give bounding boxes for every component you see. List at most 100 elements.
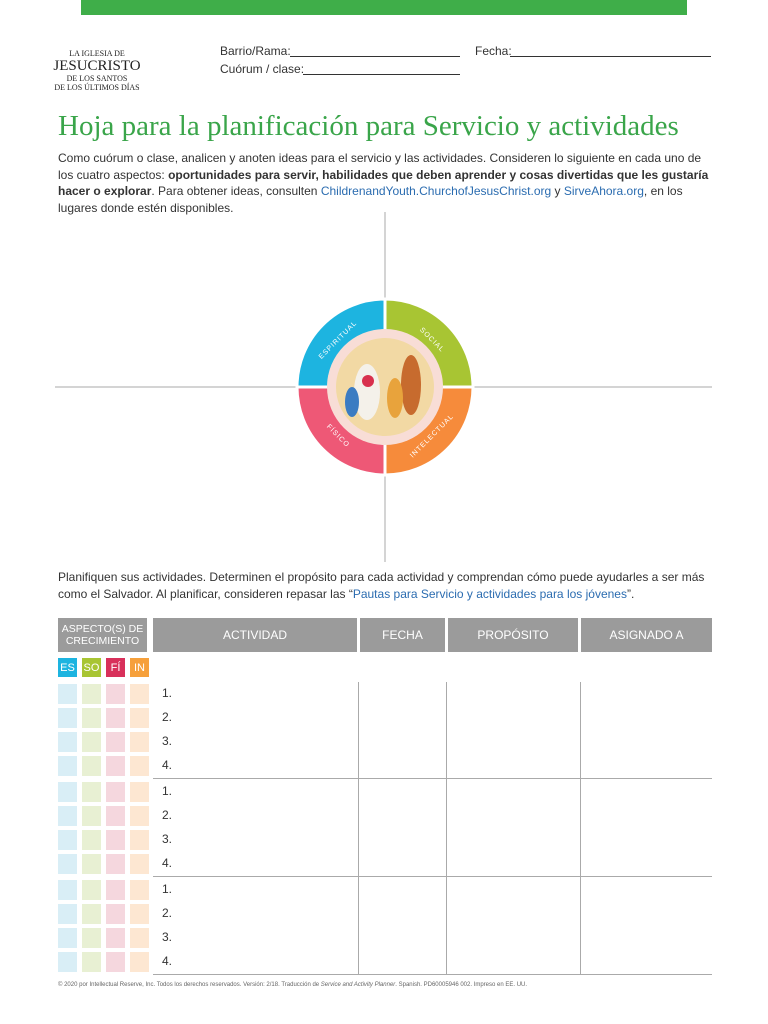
text-segment: ChildrenandYouth.ChurchofJesusChrist.org [320, 184, 552, 198]
logo-line: DE LOS ÚLTIMOS DÍAS [54, 83, 140, 92]
figure [401, 355, 421, 415]
aspect-box [58, 904, 77, 924]
aspect-box [82, 830, 101, 850]
field-label: Barrio/Rama: [220, 44, 291, 58]
row-number: 1. [162, 882, 173, 896]
aspect-box [58, 830, 77, 850]
aspect-box [130, 782, 149, 802]
aspect-box [130, 952, 149, 972]
row-number: 2. [162, 906, 173, 920]
aspect-box [58, 952, 77, 972]
text-segment: oportunidades para servir, habilidades q… [58, 167, 709, 199]
aspect-box [82, 708, 101, 728]
aspect-box [58, 708, 77, 728]
aspect-box [106, 732, 125, 752]
aspect-box [130, 904, 149, 924]
logo-line: JESUCRISTO [53, 58, 141, 74]
aspect-box [106, 880, 125, 900]
field-label: Cuórum / clase: [220, 62, 305, 76]
row-number: 3. [162, 832, 173, 846]
text-segment: , en los lugares donde estén disponibles… [58, 184, 683, 215]
aspect-box [58, 684, 77, 704]
aspect-box [82, 880, 101, 900]
text-segment: Service and Activity Planner [320, 982, 396, 988]
text-segment: ”. [626, 586, 635, 601]
top-bar [81, 0, 687, 15]
column-header: PROPÓSITO [448, 618, 578, 652]
aspect-box [82, 952, 101, 972]
row-number: 3. [162, 734, 173, 748]
figure [362, 375, 374, 387]
aspect-box [130, 830, 149, 850]
aspect-box [82, 854, 101, 874]
aspect-badge: FÍ [106, 658, 125, 677]
column-rule [358, 682, 359, 975]
logo-line: DE LOS SANTOS [66, 74, 128, 83]
column-header: ASPECTO(S) DE CRECIMIENTO [58, 618, 147, 652]
row-number: 1. [162, 686, 173, 700]
aspect-box [130, 928, 149, 948]
text-segment: SirveAhora.org [563, 184, 644, 198]
aspect-box [106, 684, 125, 704]
logo-line: LA IGLESIA DE [69, 49, 125, 58]
aspect-box [106, 806, 125, 826]
aspect-box [58, 732, 77, 752]
row-number: 4. [162, 954, 173, 968]
row-number: 2. [162, 808, 173, 822]
footer: © 2020 por Intellectual Reserve, Inc. To… [58, 982, 527, 988]
row-number: 3. [162, 930, 173, 944]
aspect-box [58, 782, 77, 802]
aspect-box [106, 854, 125, 874]
aspect-box [82, 806, 101, 826]
text-segment: Planifiquen sus actividades. Determinen … [58, 570, 705, 601]
group-rule [153, 876, 712, 877]
aspect-box [106, 952, 125, 972]
aspect-box [106, 782, 125, 802]
field-line [510, 56, 711, 57]
column-header: ASIGNADO A [581, 618, 712, 652]
aspect-box [130, 806, 149, 826]
column-header: ACTIVIDAD [153, 618, 357, 652]
figure [354, 364, 380, 420]
aspect-box [58, 928, 77, 948]
aspect-box [130, 880, 149, 900]
figure [345, 387, 359, 417]
group-rule [153, 974, 712, 975]
aspect-box [130, 684, 149, 704]
aspect-box [82, 904, 101, 924]
text-segment: Como cuórum o clase, analicen y anoten i… [58, 151, 702, 182]
intro-text: Como cuórum o clase, analicen y anoten i… [58, 150, 710, 216]
aspect-box [58, 854, 77, 874]
aspect-box [130, 732, 149, 752]
aspect-box [82, 684, 101, 704]
aspect-box [106, 830, 125, 850]
aspect-box [130, 708, 149, 728]
field-line [303, 74, 460, 75]
aspect-box [82, 782, 101, 802]
column-header: FECHA [360, 618, 445, 652]
aspect-box [130, 756, 149, 776]
title: Hoja para la planificación para Servicio… [58, 110, 679, 142]
column-rule [446, 682, 447, 975]
field-label: Fecha: [475, 44, 512, 58]
aspect-box [58, 806, 77, 826]
logo: LA IGLESIA DE JESUCRISTO DE LOS SANTOS D… [50, 50, 144, 92]
aspect-box [130, 854, 149, 874]
text-segment: . Spanish. PD60005946 002. Impreso en EE… [395, 982, 528, 988]
text-segment: Pautas para Servicio y actividades para … [352, 586, 627, 601]
aspect-box [106, 904, 125, 924]
row-number: 4. [162, 758, 173, 772]
aspect-box [82, 756, 101, 776]
aspect-box [106, 708, 125, 728]
row-number: 1. [162, 784, 173, 798]
aspect-box [58, 756, 77, 776]
figure [387, 378, 403, 418]
row-number: 2. [162, 710, 173, 724]
text-segment: © 2020 por Intellectual Reserve, Inc. To… [58, 982, 321, 988]
aspect-box [82, 732, 101, 752]
aspect-box [82, 928, 101, 948]
text-segment: y [551, 184, 564, 198]
group-rule [153, 778, 712, 779]
